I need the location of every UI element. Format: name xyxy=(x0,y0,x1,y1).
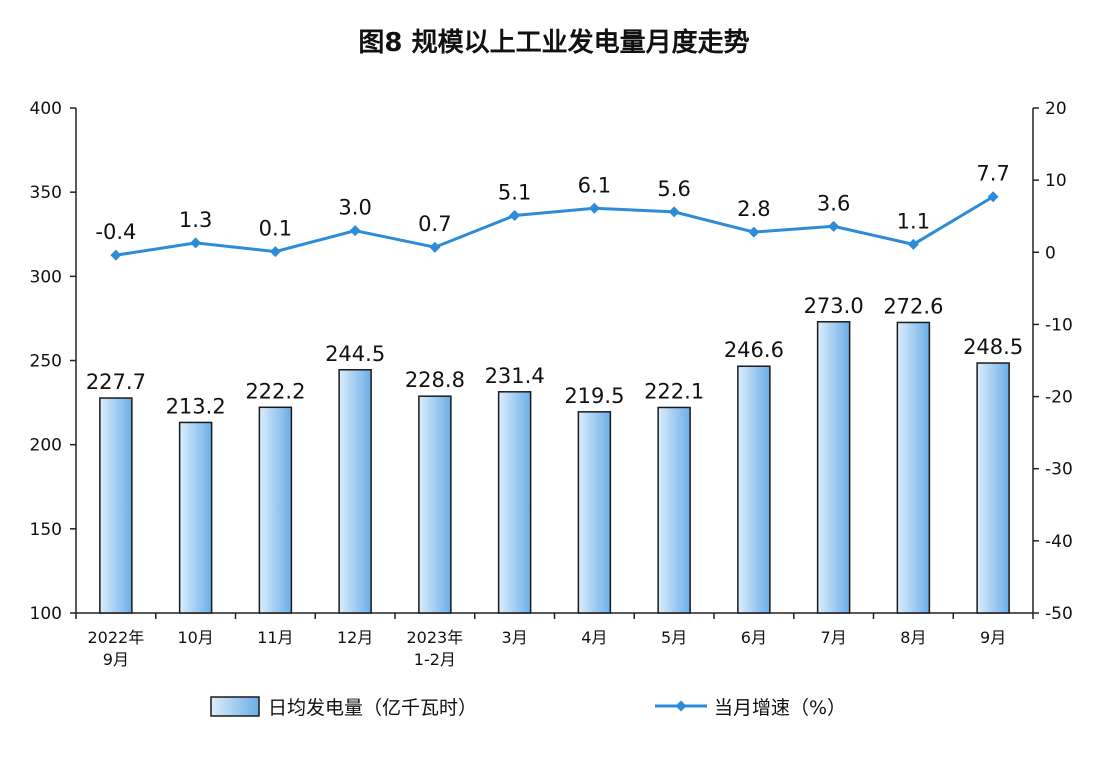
bar-data-label: 222.2 xyxy=(245,379,305,403)
line-data-label: 2.8 xyxy=(737,197,770,221)
line-data-label: 5.1 xyxy=(498,180,531,204)
bar-data-label: 228.8 xyxy=(405,368,465,392)
bar-data-label: 231.4 xyxy=(485,364,545,388)
line-data-label: 1.3 xyxy=(179,208,212,232)
legend-bar-swatch xyxy=(210,696,260,717)
line-point xyxy=(828,220,840,232)
line-data-label: 7.7 xyxy=(976,162,1009,186)
y-right-tick-label: -10 xyxy=(1045,315,1073,335)
bar-data-label: 219.5 xyxy=(564,384,624,408)
y-right-tick-label: -30 xyxy=(1045,460,1073,480)
bar-data-label: 273.0 xyxy=(804,294,864,318)
growth-line xyxy=(115,195,994,257)
x-tick-label: 3月 xyxy=(502,628,528,647)
x-tick-label: 10月 xyxy=(177,628,213,647)
bar xyxy=(737,365,771,614)
x-tick-label: 4月 xyxy=(581,628,607,647)
line-point xyxy=(269,246,281,258)
x-tick-label: 2022年 xyxy=(88,628,145,647)
bar xyxy=(816,321,851,614)
legend-bar-label: 日均发电量（亿千瓦时） xyxy=(268,697,477,719)
line-data-label: 6.1 xyxy=(578,173,611,197)
y-left-tick-label: 150 xyxy=(30,520,62,540)
line-point xyxy=(907,238,919,250)
x-tick-label: 5月 xyxy=(661,628,687,647)
x-tick-label: 9月 xyxy=(103,650,129,669)
x-tick-label: 1-2月 xyxy=(414,650,456,669)
line-point xyxy=(190,237,202,249)
y-left-tick-label: 400 xyxy=(30,99,62,119)
legend-line-marker xyxy=(675,700,687,712)
line-data-label: -0.4 xyxy=(95,220,136,244)
x-tick-label: 12月 xyxy=(337,628,373,647)
line-point xyxy=(748,226,760,238)
y-left-tick-label: 100 xyxy=(30,604,62,624)
line-point xyxy=(668,206,680,218)
bar xyxy=(896,321,931,614)
y-right-tick-label: 0 xyxy=(1045,243,1056,263)
x-tick-label: 7月 xyxy=(821,628,847,647)
x-tick-label: 8月 xyxy=(900,628,926,647)
x-tick-label: 11月 xyxy=(257,628,293,647)
x-tick-label: 6月 xyxy=(741,628,767,647)
y-left-tick-label: 350 xyxy=(30,183,62,203)
line-point xyxy=(110,249,122,261)
bar-data-label: 244.5 xyxy=(325,342,385,366)
line-point xyxy=(987,191,999,203)
bar xyxy=(178,421,213,614)
line-data-label: 3.6 xyxy=(817,191,850,215)
y-right-tick-label: -50 xyxy=(1045,604,1073,624)
line-data-label: 1.1 xyxy=(897,209,930,233)
y-right-tick-label: -40 xyxy=(1045,532,1073,552)
y-right-tick-label: -20 xyxy=(1045,388,1073,408)
y-right-tick-label: 20 xyxy=(1045,99,1067,119)
x-tick-label: 2023年 xyxy=(407,628,464,647)
line-data-label: 0.1 xyxy=(259,217,292,241)
y-right-tick-label: 10 xyxy=(1045,171,1067,191)
bar-data-label: 248.5 xyxy=(963,335,1023,359)
bar-data-label: 272.6 xyxy=(883,294,943,318)
bar xyxy=(338,369,372,614)
legend-line-label: 当月增速（%） xyxy=(714,697,846,719)
line-point xyxy=(429,241,441,253)
bar xyxy=(99,397,133,614)
bar xyxy=(657,406,691,614)
bar-data-label: 222.1 xyxy=(644,379,704,403)
y-left-tick-label: 250 xyxy=(30,352,62,372)
chart-title: 图8 规模以上工业发电量月度走势 xyxy=(358,28,750,58)
line-point xyxy=(509,209,521,221)
line-data-label: 3.0 xyxy=(338,196,371,220)
line-point xyxy=(349,225,361,237)
bar xyxy=(577,411,612,614)
bar-data-label: 246.6 xyxy=(724,338,784,362)
bar-data-label: 227.7 xyxy=(86,370,146,394)
x-tick-label: 9月 xyxy=(980,628,1006,647)
bar xyxy=(497,391,532,614)
line-data-label: 5.6 xyxy=(657,177,690,201)
bar xyxy=(976,362,1010,614)
y-left-tick-label: 200 xyxy=(30,436,62,456)
bar xyxy=(258,406,293,614)
bar xyxy=(418,395,452,614)
y-left-tick-label: 300 xyxy=(30,267,62,287)
line-point xyxy=(588,202,600,214)
bar-data-label: 213.2 xyxy=(166,394,226,418)
line-data-label: 0.7 xyxy=(418,212,451,236)
